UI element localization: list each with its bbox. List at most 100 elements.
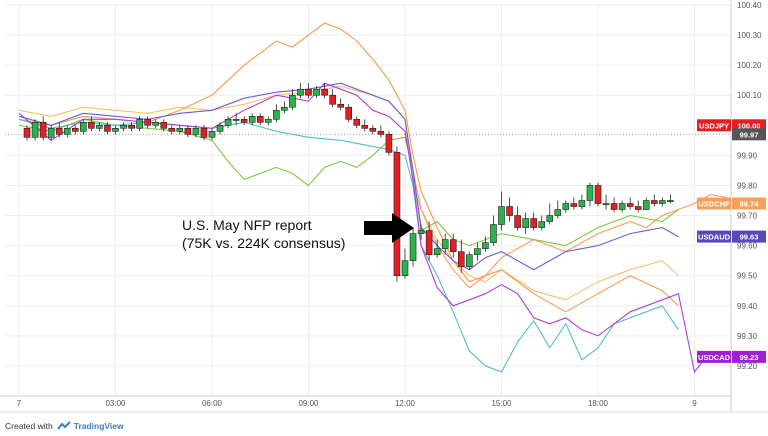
candle-body — [39, 122, 47, 138]
price-tag-value-box — [732, 197, 766, 210]
candle-body — [273, 109, 280, 120]
series-line-6 — [18, 82, 679, 271]
price-tag-value: 100.00 — [738, 121, 761, 130]
candle — [667, 194, 674, 204]
candle — [385, 131, 393, 156]
x-axis-ticks: 7 03:00 06:00 09:00 12:00 15:00 18:00 9 — [17, 399, 698, 408]
candle-body — [55, 128, 63, 135]
price-tag-label: USDAUD — [698, 233, 731, 242]
candle-body — [570, 203, 578, 207]
price-tag: USDAUD 99.63 — [697, 230, 766, 243]
candle — [112, 125, 119, 135]
candle-body — [602, 203, 610, 206]
x-tick-label: 09:00 — [298, 399, 319, 408]
candle — [23, 125, 31, 141]
annotation-line-1: U.S. May NFP report — [182, 217, 312, 233]
candle-body — [96, 125, 103, 129]
candle-body — [345, 106, 353, 120]
candle — [47, 125, 55, 141]
candle — [626, 197, 634, 210]
candle — [562, 200, 570, 213]
candle — [610, 197, 618, 213]
candle — [425, 221, 433, 261]
candle — [546, 203, 554, 225]
candle — [594, 182, 602, 207]
price-tag-label: USDJPY — [699, 121, 729, 130]
y-tick-label: 100.40 — [737, 1, 762, 10]
candle-body — [152, 122, 160, 126]
candle — [128, 122, 135, 132]
candle — [321, 83, 328, 99]
indicator-lines — [18, 22, 727, 374]
candle — [602, 194, 610, 210]
candle — [538, 215, 546, 231]
candle — [248, 113, 256, 126]
candle-body — [200, 128, 208, 138]
candle — [659, 197, 666, 207]
candle-body — [337, 103, 344, 108]
created-with-text: Created with — [5, 421, 53, 431]
candle — [329, 89, 336, 108]
candle-body — [610, 203, 618, 210]
candle — [586, 182, 594, 207]
candle-body — [224, 118, 232, 126]
candle — [104, 122, 111, 135]
candle — [618, 200, 626, 213]
candle — [31, 119, 39, 141]
candle-body — [248, 115, 256, 123]
candle-body — [369, 128, 377, 132]
candle — [200, 125, 208, 141]
candle — [506, 197, 513, 222]
candle — [208, 128, 216, 141]
candle-body — [353, 118, 361, 126]
y-tick-label: 99.40 — [737, 302, 758, 311]
candle — [377, 125, 385, 138]
candle — [634, 200, 642, 213]
x-tick-label: 12:00 — [395, 399, 416, 408]
candle-body — [618, 203, 626, 210]
candle — [232, 113, 240, 126]
candle — [570, 197, 578, 210]
candle-body — [192, 128, 200, 135]
candle-body — [297, 88, 304, 96]
candle — [152, 119, 160, 129]
price-tag: USDCAD 99.23 — [697, 350, 766, 363]
candle — [353, 116, 361, 129]
candle-body — [514, 215, 521, 228]
y-tick-label: 100.30 — [737, 31, 762, 40]
y-tick-label: 99.90 — [737, 151, 758, 160]
candle — [514, 206, 521, 231]
y-tick-label: 99.30 — [737, 332, 758, 341]
candle-body — [329, 94, 336, 105]
candle-body — [506, 206, 513, 216]
candle-body — [594, 185, 602, 204]
candle — [305, 83, 312, 99]
candle — [160, 119, 168, 132]
candle-body — [31, 122, 39, 138]
candle-body — [425, 230, 433, 255]
price-tag-label-box — [697, 119, 731, 132]
candle — [63, 125, 71, 138]
candle — [401, 248, 409, 279]
candle-body — [482, 242, 489, 249]
candle — [466, 251, 473, 270]
candle-body — [160, 122, 168, 129]
candle-body — [136, 118, 143, 129]
candle-body — [634, 206, 642, 210]
candle-body — [240, 118, 248, 123]
tradingview-logo-icon — [56, 421, 71, 430]
price-tag: 99.97 — [732, 128, 766, 141]
footer[interactable]: Created with TradingView — [5, 419, 124, 433]
candle — [136, 116, 143, 132]
candle-body — [264, 118, 272, 123]
price-tag-value-box — [732, 128, 766, 141]
candle-body — [128, 125, 135, 129]
candle-body — [361, 125, 369, 129]
candle-body — [176, 128, 184, 132]
candle — [71, 125, 79, 135]
candle — [144, 116, 151, 129]
candle-body — [216, 125, 224, 132]
candle-body — [63, 128, 71, 135]
price-tag-label-box — [697, 350, 731, 363]
